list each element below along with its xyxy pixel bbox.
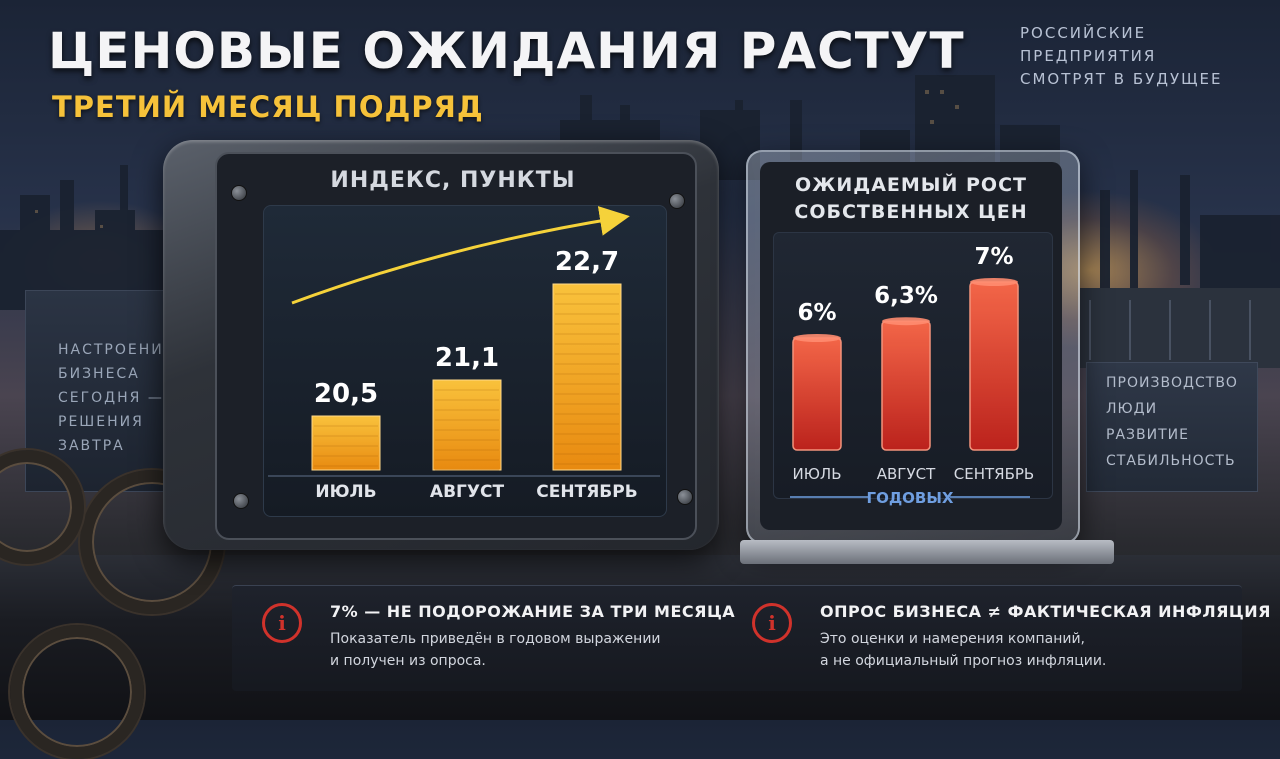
chart-stand-base bbox=[740, 540, 1114, 564]
price-growth-chart-title: ОЖИДАЕМЫЙ РОСТ СОБСТВЕННЫХ ЦЕН bbox=[760, 172, 1062, 226]
note-body: Это оценки и намерения компаний, а не оф… bbox=[820, 628, 1106, 672]
chart-title-line: СОБСТВЕННЫХ ЦЕН bbox=[794, 201, 1028, 223]
notes-panel bbox=[232, 585, 1242, 691]
page-subtitle: ТРЕТИЙ МЕСЯЦ ПОДРЯД bbox=[52, 90, 484, 124]
side-text-line: РЕШЕНИЯ bbox=[58, 414, 144, 430]
chart-canvas: 20,5 ИЮЛЬ 21,1 АВГУСТ 22,7 СЕНТЯБРЬ 6% ИЮЛЬ 6,3%… bbox=[268, 206, 1034, 507]
growth-bar bbox=[792, 337, 842, 451]
side-text-line: РАЗВИТИЕ bbox=[1106, 427, 1189, 443]
index-value-label: 22,7 bbox=[555, 247, 619, 277]
tagline-line: ПРЕДПРИЯТИЯ bbox=[1020, 47, 1157, 65]
screw-icon bbox=[231, 185, 247, 201]
index-bar bbox=[432, 379, 502, 471]
info-icon: i bbox=[752, 603, 792, 643]
side-text-line: СТАБИЛЬНОСТЬ bbox=[1106, 453, 1236, 469]
index-value-label: 21,1 bbox=[435, 343, 499, 373]
info-icon: i bbox=[262, 603, 302, 643]
index-category-label: ИЮЛЬ bbox=[315, 482, 376, 502]
screw-icon bbox=[233, 493, 249, 509]
growth-value-label: 7% bbox=[974, 244, 1013, 270]
growth-category-label: АВГУСТ bbox=[877, 465, 936, 483]
side-text-line: БИЗНЕСА bbox=[58, 366, 140, 382]
group-label: ГОДОВЫХ bbox=[867, 489, 954, 507]
side-text-line: НАСТРОЕНИЯ bbox=[58, 342, 176, 358]
index-category-label: АВГУСТ bbox=[430, 482, 505, 502]
screw-icon bbox=[669, 193, 685, 209]
growth-value-label: 6% bbox=[797, 300, 836, 326]
index-bar bbox=[552, 283, 622, 471]
tagline: РОССИЙСКИЕ ПРЕДПРИЯТИЯ СМОТРЯТ В БУДУЩЕЕ bbox=[1020, 22, 1223, 91]
left-side-text: НАСТРОЕНИЯ БИЗНЕСА СЕГОДНЯ — РЕШЕНИЯ ЗАВ… bbox=[58, 338, 175, 458]
growth-value-label: 6,3% bbox=[874, 283, 938, 309]
tagline-line: СМОТРЯТ В БУДУЩЕЕ bbox=[1020, 70, 1223, 88]
growth-category-label: СЕНТЯБРЬ bbox=[954, 465, 1034, 483]
growth-bar bbox=[881, 320, 931, 451]
growth-bar-cap bbox=[882, 317, 930, 326]
note-line: Это оценки и намерения компаний, bbox=[820, 631, 1086, 647]
side-text-line: ЗАВТРА bbox=[58, 438, 125, 454]
side-text-line: ЛЮДИ bbox=[1106, 401, 1158, 417]
note-line: и получен из опроса. bbox=[330, 653, 486, 669]
screw-icon bbox=[677, 489, 693, 505]
note-line: Показатель приведён в годовом выражении bbox=[330, 631, 661, 647]
side-text-line: СЕГОДНЯ — bbox=[58, 390, 164, 406]
growth-bar-cap bbox=[793, 334, 841, 342]
tagline-line: РОССИЙСКИЕ bbox=[1020, 24, 1147, 42]
growth-bar bbox=[969, 281, 1019, 451]
trend-arrow bbox=[291, 206, 630, 305]
index-category-label: СЕНТЯБРЬ bbox=[536, 482, 637, 502]
index-chart-title: ИНДЕКС, ПУНКТЫ bbox=[330, 168, 576, 193]
index-value-label: 20,5 bbox=[314, 379, 378, 409]
right-side-text: ПРОИЗВОДСТВО ЛЮДИ РАЗВИТИЕ СТАБИЛЬНОСТЬ bbox=[1106, 370, 1238, 474]
note-body: Показатель приведён в годовом выражении … bbox=[330, 628, 661, 672]
note-line: а не официальный прогноз инфляции. bbox=[820, 653, 1107, 669]
page-title: ЦЕНОВЫЕ ОЖИДАНИЯ РАСТУТ bbox=[48, 22, 965, 80]
right-side-panel bbox=[1086, 362, 1258, 492]
index-bar bbox=[311, 415, 381, 471]
chart-title-line: ОЖИДАЕМЫЙ РОСТ bbox=[794, 174, 1027, 196]
side-text-line: ПРОИЗВОДСТВО bbox=[1106, 375, 1238, 391]
growth-category-label: ИЮЛЬ bbox=[793, 465, 842, 483]
growth-bar-cap bbox=[970, 278, 1018, 286]
note-title: 7% — НЕ ПОДОРОЖАНИЕ ЗА ТРИ МЕСЯЦА bbox=[330, 602, 736, 621]
note-title: ОПРОС БИЗНЕСА ≠ ФАКТИЧЕСКАЯ ИНФЛЯЦИЯ bbox=[820, 602, 1271, 621]
